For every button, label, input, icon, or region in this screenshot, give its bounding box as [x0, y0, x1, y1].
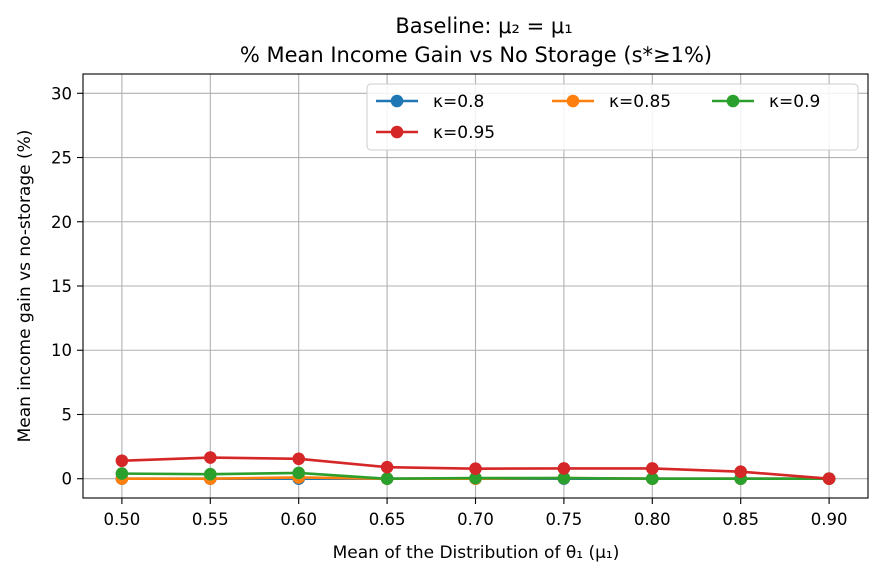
data-point	[115, 467, 129, 480]
axis-ticks: 0.50 0.55 0.60 0.65 0.70 0.75 0.80 0.85 0.90 0 5 10…	[51, 84, 847, 529]
legend-label: κ=0.8	[433, 92, 484, 112]
x-tick-label: 0.50	[104, 510, 141, 529]
data-point	[734, 465, 748, 478]
legend-label: κ=0.95	[433, 123, 495, 143]
x-tick-label: 0.85	[722, 510, 759, 529]
data-point	[380, 460, 394, 474]
y-tick-label: 25	[51, 149, 72, 168]
plot-frame	[82, 73, 869, 499]
x-tick-label: 0.55	[192, 510, 229, 529]
x-tick-label: 0.70	[457, 510, 494, 529]
legend-marker	[726, 94, 740, 108]
legend: κ=0.8 κ=0.85 κ=0.9 κ=0.95	[366, 83, 859, 151]
y-tick-label: 5	[62, 405, 73, 424]
x-tick-label: 0.65	[369, 510, 406, 529]
legend-label: κ=0.85	[609, 92, 671, 112]
y-tick-label: 15	[51, 277, 72, 296]
y-tick-label: 10	[51, 341, 72, 360]
legend-label: κ=0.9	[769, 92, 820, 112]
x-axis-label: Mean of the Distribution of θ₁ (μ₁)	[333, 543, 620, 563]
legend-marker	[390, 125, 404, 139]
y-tick-label: 0	[62, 470, 73, 489]
y-axis-label: Mean income gain vs no-storage (%)	[15, 130, 35, 443]
data-point	[557, 471, 571, 485]
data-point	[203, 451, 217, 464]
data-point	[822, 472, 836, 486]
x-tick-label: 0.90	[811, 510, 848, 529]
data-point	[115, 454, 129, 468]
data-point	[646, 462, 659, 475]
data-point	[557, 462, 571, 475]
data-point	[646, 472, 659, 486]
legend-marker	[566, 94, 580, 108]
legend-marker	[390, 94, 404, 108]
data-point	[469, 471, 482, 485]
data-point	[292, 452, 305, 466]
x-tick-label: 0.80	[634, 510, 671, 529]
chart-title: Baseline: μ₂ = μ₁	[395, 14, 572, 38]
x-tick-label: 0.75	[546, 510, 583, 529]
series-lines	[115, 451, 836, 486]
data-point	[292, 466, 305, 480]
data-point	[380, 472, 394, 486]
data-point	[203, 467, 217, 481]
data-point	[469, 462, 482, 476]
y-tick-label: 30	[51, 84, 72, 103]
x-tick-label: 0.60	[280, 510, 317, 529]
y-tick-label: 20	[51, 213, 72, 232]
chart-subtitle: % Mean Income Gain vs No Storage (s*≥1%)	[240, 43, 712, 67]
